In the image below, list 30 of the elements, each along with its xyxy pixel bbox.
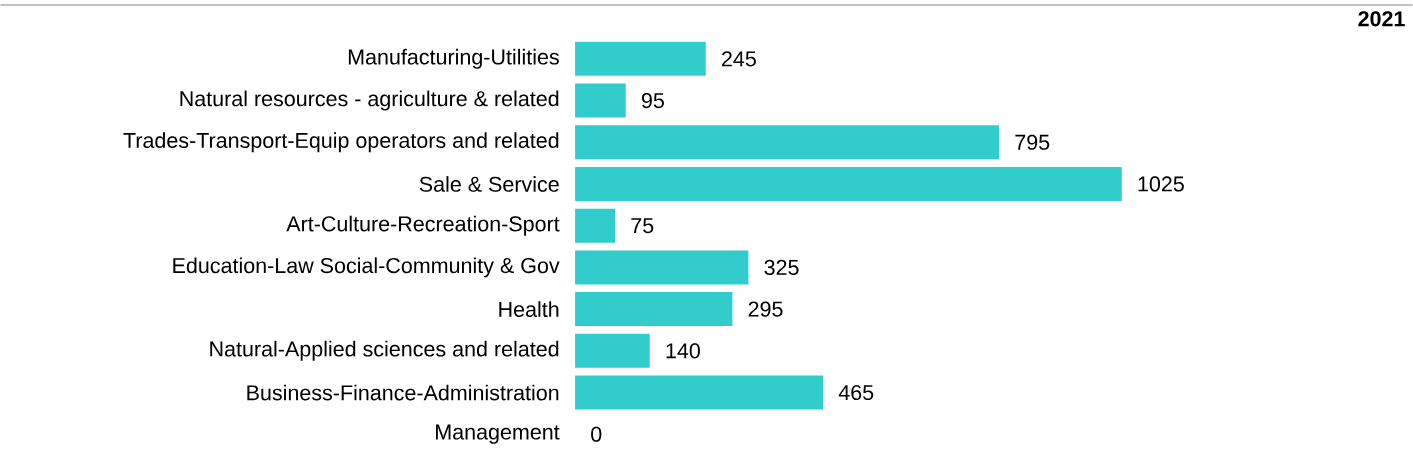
y-tick-label: Natural-Applied sciences and related bbox=[210, 340, 559, 361]
data-label: 325 bbox=[764, 259, 799, 275]
y-tick-label: Education-Law Social-Community & Gov bbox=[173, 257, 560, 278]
data-label: 1025 bbox=[1138, 176, 1184, 192]
y-tick-label: Trades-Transport-Equip operators and related bbox=[123, 132, 559, 153]
y-tick-label: Natural resources - agriculture & related bbox=[180, 90, 559, 111]
data-label: 245 bbox=[722, 51, 756, 67]
bar bbox=[575, 125, 1000, 160]
y-tick-label: Manufacturing-Utilities bbox=[348, 48, 559, 69]
bar bbox=[575, 208, 616, 243]
y-tick-label: Business-Finance-Administration bbox=[247, 384, 559, 401]
y-tick-label: Health bbox=[499, 301, 559, 317]
data-label: 0 bbox=[591, 426, 602, 442]
bar bbox=[575, 375, 824, 410]
y-tick-label: Sale & Service bbox=[419, 175, 559, 192]
bar bbox=[575, 41, 706, 76]
data-label: 75 bbox=[631, 218, 654, 234]
bar bbox=[575, 333, 650, 368]
text: 2021 bbox=[1358, 11, 1405, 27]
bar bbox=[575, 292, 733, 326]
data-label: 140 bbox=[666, 343, 700, 359]
data-label: 95 bbox=[641, 92, 664, 109]
y-tick-label: Management bbox=[436, 424, 560, 444]
bar bbox=[575, 166, 1122, 201]
bar bbox=[575, 250, 749, 285]
bar bbox=[575, 83, 626, 118]
data-label: 295 bbox=[748, 301, 783, 317]
data-label: 795 bbox=[1015, 134, 1050, 150]
data-label: 465 bbox=[838, 384, 874, 401]
y-tick-label: Art-Culture-Recreation-Sport bbox=[286, 215, 560, 236]
